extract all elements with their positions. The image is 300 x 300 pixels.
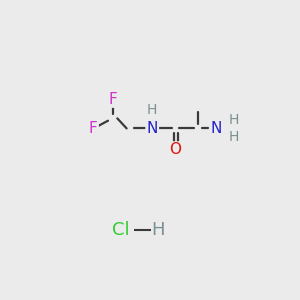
Text: H: H [147, 103, 158, 117]
Text: N: N [146, 121, 158, 136]
Text: Cl: Cl [112, 221, 130, 239]
Text: F: F [89, 121, 98, 136]
Text: F: F [108, 92, 117, 106]
Text: O: O [169, 142, 181, 158]
Text: H: H [151, 221, 164, 239]
Text: H: H [228, 113, 239, 127]
Text: N: N [210, 121, 221, 136]
Text: H: H [228, 130, 239, 144]
